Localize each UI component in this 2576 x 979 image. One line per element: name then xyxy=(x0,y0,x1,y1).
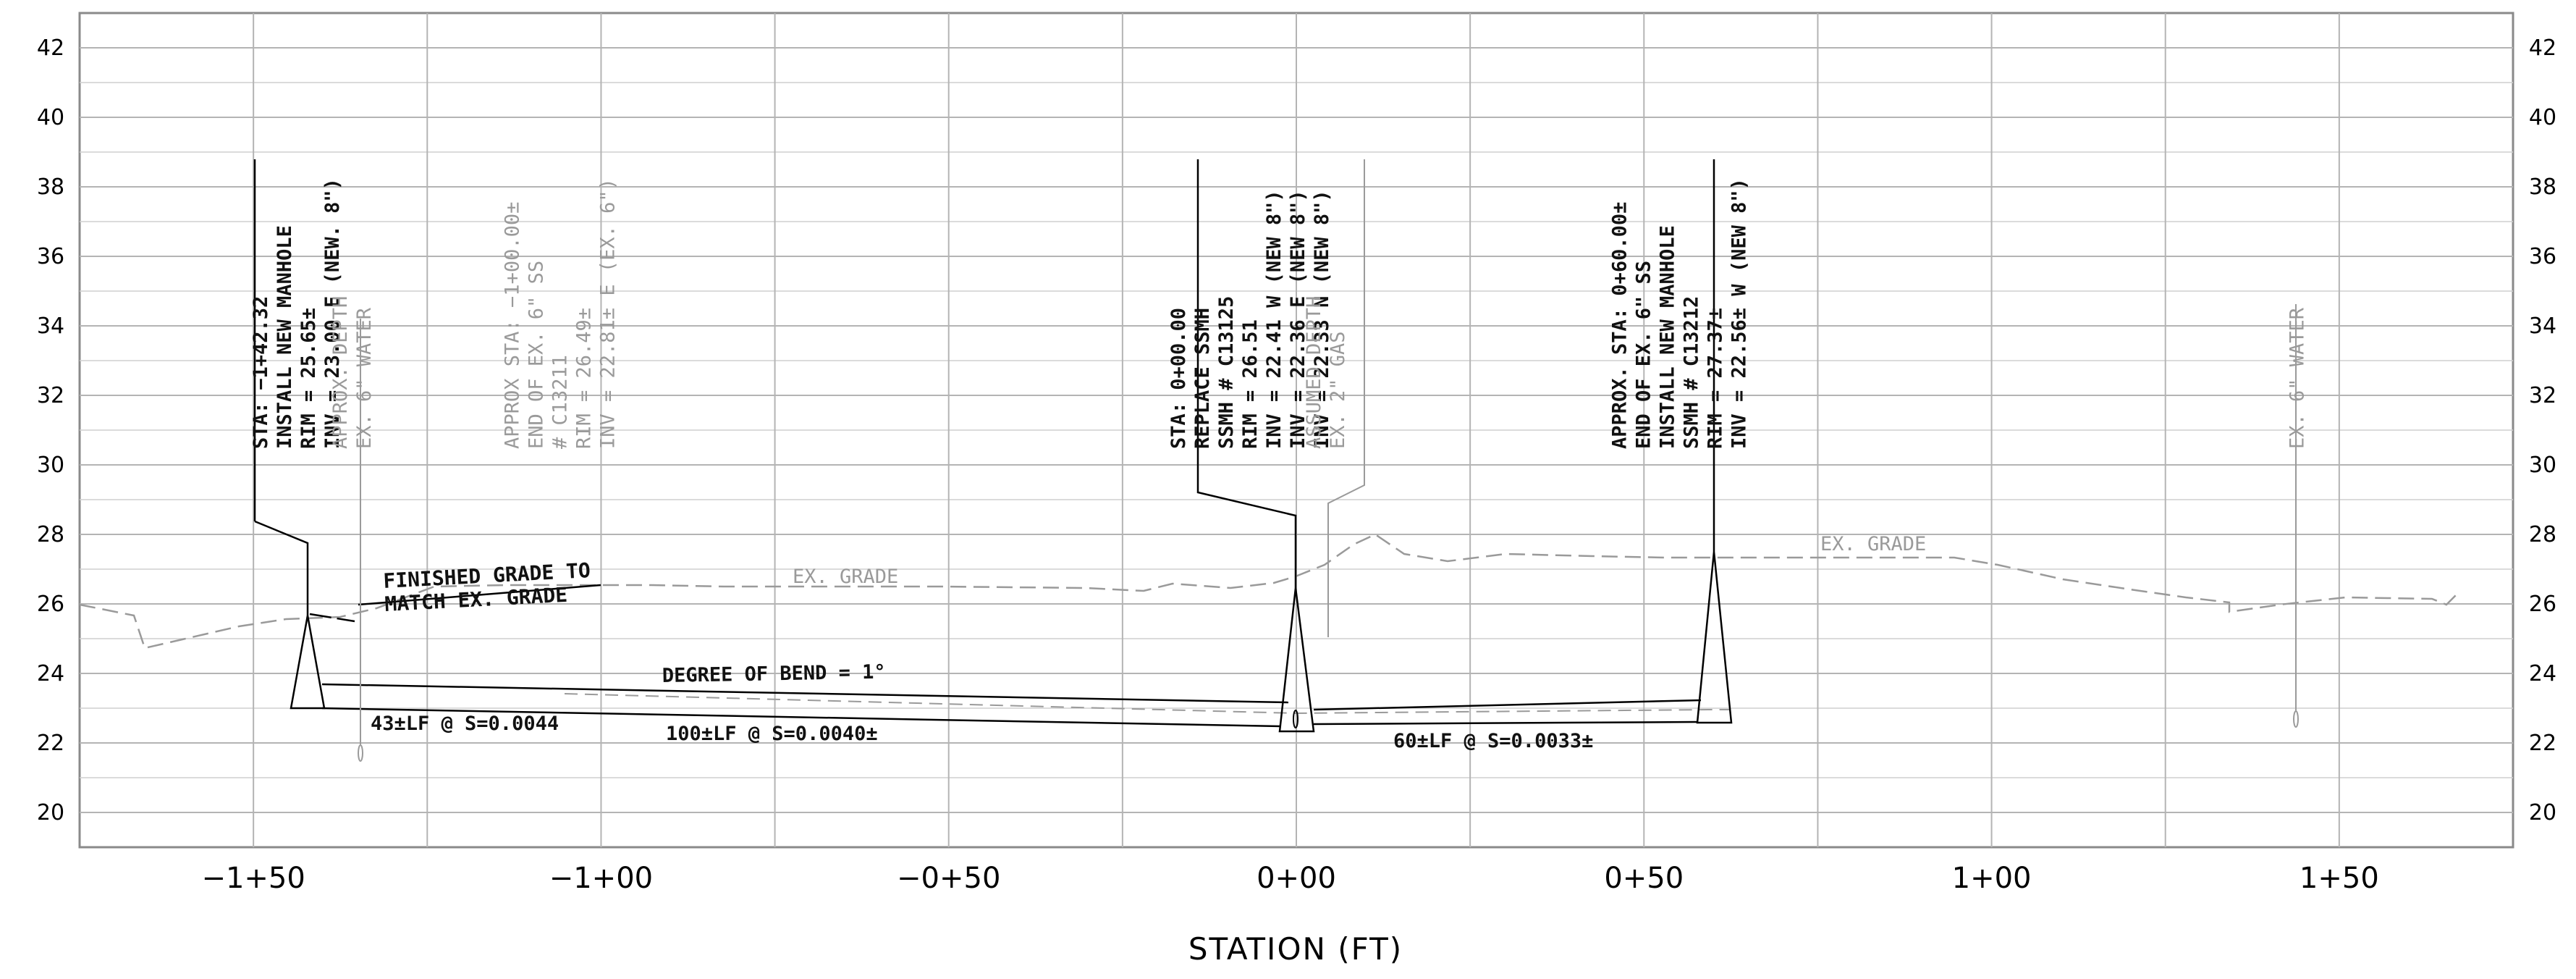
pipe-bottom-run2 xyxy=(1313,720,1698,726)
existing-grade-line xyxy=(79,533,2458,650)
elevation-label-right: 28 xyxy=(2529,522,2556,547)
elevation-label-left: 40 xyxy=(37,105,64,130)
pipe-bottom-run1 xyxy=(321,707,1282,728)
gas-leader xyxy=(1327,159,1365,637)
elevation-label-left: 20 xyxy=(37,800,64,825)
elevation-label-right: 32 xyxy=(2529,383,2556,408)
callout-line: INV = 22.56± W (NEW 8") xyxy=(1728,178,1750,449)
ssmh-invert xyxy=(1293,710,1298,728)
elevation-label-left: 36 xyxy=(37,244,64,269)
callout-line: INV = 22.41 W (NEW 8") xyxy=(1263,190,1285,449)
callout-3: STA: 0+00.00 REPLACE SSMH SSMH # C13125 RIM… xyxy=(1167,190,1333,449)
x-axis-title: STATION (FT) xyxy=(1188,931,1403,967)
callout-line: APPROX. STA: 0+60.00± xyxy=(1608,202,1631,449)
callout-1: APPROX. DEPTH EX. 6" WATER xyxy=(329,296,376,449)
grid xyxy=(80,13,2513,847)
callout-line: # C13211 xyxy=(549,355,571,449)
callout-2: APPROX STA: −1+00.00± END OF EX. 6" SS # C… xyxy=(501,178,619,449)
station-label: 1+00 xyxy=(1952,862,2032,895)
ex-grade-label-left: EX. GRADE xyxy=(793,566,898,588)
elevation-label-right: 22 xyxy=(2529,731,2556,756)
structure-callouts: STA: −1+42.32 INSTALL NEW MANHOLE RIM = 25… xyxy=(250,178,2309,449)
callout-line: RIM = 26.49± xyxy=(573,308,595,449)
pipe-run-label-1: 43±LF @ S=0.0044 xyxy=(371,713,559,735)
station-label: −0+50 xyxy=(897,862,1000,895)
elevation-label-right: 40 xyxy=(2529,105,2556,130)
finished-grade-note: FINISHED GRADE TO MATCH EX. GRADE xyxy=(383,558,591,616)
callout-line: STA: −1+42.32 xyxy=(250,296,272,449)
elevation-label-left: 30 xyxy=(37,453,64,478)
callout-line: INV = 22.33 N (NEW 8") xyxy=(1311,190,1333,449)
elevation-label-right: 26 xyxy=(2529,592,2556,617)
callout-line: EX. 6" WATER xyxy=(353,307,376,449)
station-label: 0+50 xyxy=(1604,862,1684,895)
pipe-run-label-2: 100±LF @ S=0.0040± xyxy=(666,723,878,745)
ex-grade-label-right: EX. GRADE xyxy=(1820,533,1926,555)
callout-line: EX. 6" WATER xyxy=(2286,307,2309,449)
callout-line: INV = 22.36 E (NEW 8") xyxy=(1287,190,1309,449)
degree-of-bend-note: DEGREE OF BEND = 1° xyxy=(662,661,886,687)
elevation-label-right: 38 xyxy=(2529,175,2556,200)
finished-grade-leader xyxy=(358,584,601,606)
station-label: −1+00 xyxy=(549,862,653,895)
callout-line: ASSUMED DEPTH xyxy=(1303,296,1325,449)
elevation-label-right: 36 xyxy=(2529,244,2556,269)
elevation-labels: 20 20 22 22 24 24 26 26 28 28 30 30 32 32 34 34 36 36 38 38… xyxy=(37,35,2556,825)
elevation-label-right: 42 xyxy=(2529,35,2556,61)
callout-line: INV = 22.81± E (EX. 6") xyxy=(596,178,619,449)
callout-line: SSMH # C13212 xyxy=(1680,296,1702,449)
manhole-new-3 xyxy=(1696,551,1733,724)
elevation-label-left: 34 xyxy=(37,314,64,339)
elevation-label-right: 24 xyxy=(2529,661,2556,686)
callout-line: APPROX STA: −1+00.00± xyxy=(501,202,523,449)
callout-line: APPROX. DEPTH xyxy=(329,296,352,449)
elevation-label-left: 22 xyxy=(37,731,64,756)
pipe-run-label-3: 60±LF @ S=0.0033± xyxy=(1393,730,1593,752)
station-labels: −1+50 −1+00 −0+50 0+00 0+50 1+00 1+50 xyxy=(201,862,2378,895)
finished-grade-line xyxy=(309,613,355,623)
pipe-top-run1 xyxy=(321,683,1289,704)
callout-line: REPLACE SSMH xyxy=(1191,308,1214,449)
elevation-label-left: 26 xyxy=(37,592,64,617)
elevation-label-right: 20 xyxy=(2529,800,2556,825)
station-label: 1+50 xyxy=(2300,862,2379,895)
callout-line: END OF EX. 6" SS xyxy=(525,261,547,449)
elevation-label-right: 30 xyxy=(2529,453,2556,478)
elevation-label-right: 34 xyxy=(2529,314,2556,339)
callout-line: SSMH # C13125 xyxy=(1215,296,1238,449)
callout-line: INSTALL NEW MANHOLE xyxy=(1656,225,1678,449)
manhole-new-1 xyxy=(290,615,326,710)
callout-5: APPROX. STA: 0+60.00± END OF EX. 6" SS INS… xyxy=(1608,178,1750,449)
station-label: 0+00 xyxy=(1257,862,1336,895)
elevation-label-left: 32 xyxy=(37,383,64,408)
callout-line: STA: 0+00.00 xyxy=(1167,308,1190,449)
elevation-label-left: 38 xyxy=(37,175,64,200)
callout-line: EX. 2" GAS xyxy=(1327,331,1349,449)
callout-line: RIM = 27.37± xyxy=(1704,308,1726,449)
ssmh-leader xyxy=(1196,159,1297,588)
elevation-label-left: 28 xyxy=(37,522,64,547)
station-label: −1+50 xyxy=(201,862,305,895)
elevation-label-left: 42 xyxy=(37,35,64,61)
callout-line: END OF EX. 6" SS xyxy=(1632,261,1655,449)
callout-0: STA: −1+42.32 INSTALL NEW MANHOLE RIM = 25… xyxy=(250,178,344,449)
callout-line: INV = 23.00 E (NEW. 8") xyxy=(321,178,344,449)
callout-4: ASSUMED DEPTH EX. 2" GAS xyxy=(1303,296,1349,449)
pipe-top-run2 xyxy=(1313,699,1702,711)
callout-line: RIM = 26.51 xyxy=(1239,319,1262,449)
water-crossing-right xyxy=(2293,710,2299,728)
water-crossing-left xyxy=(358,744,363,762)
elevation-label-left: 24 xyxy=(37,661,64,686)
callout-line: RIM = 25.65± xyxy=(297,308,320,449)
ssmh-replace xyxy=(1278,587,1315,733)
manhole-1-leader-bend xyxy=(254,520,309,615)
existing-sewer-line xyxy=(564,693,1730,715)
callout-6: EX. 6" WATER xyxy=(2286,307,2309,449)
callout-line: INSTALL NEW MANHOLE xyxy=(274,225,296,449)
